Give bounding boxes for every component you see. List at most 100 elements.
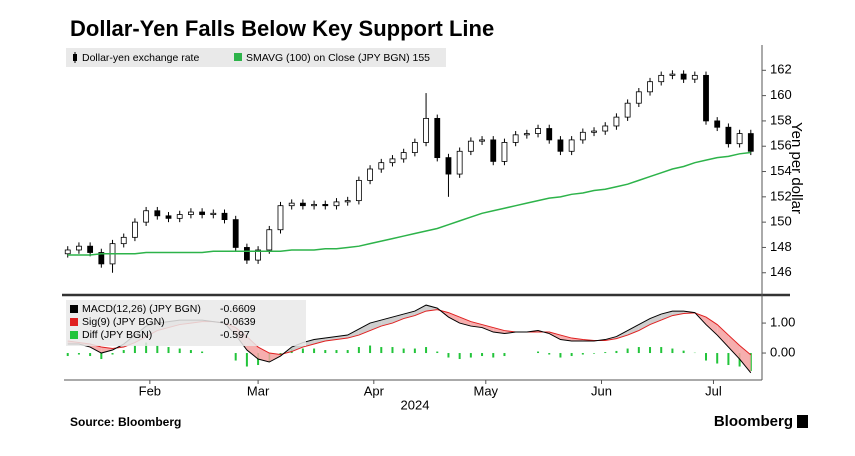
x-tick-label: Jun: [591, 383, 612, 398]
diff-bar: [705, 353, 708, 361]
candle-body: [635, 91, 642, 104]
macd-fill: [717, 324, 729, 348]
candle-body: [591, 130, 597, 133]
candle-body: [434, 117, 441, 159]
diff-bar: [245, 353, 248, 367]
y-tick-label: 150: [770, 214, 792, 229]
legend-value: -0.597: [220, 329, 250, 341]
candle-body: [132, 221, 138, 238]
legend-candle-icon: [73, 54, 77, 61]
diff-bar: [189, 350, 192, 354]
candle-body: [266, 229, 273, 251]
candle-body: [568, 139, 575, 152]
candle-body: [613, 116, 620, 127]
candle-body: [143, 210, 150, 223]
y-tick-label: 146: [770, 264, 792, 279]
legend-value: -0.0639: [220, 316, 256, 328]
diff-bar: [492, 353, 495, 358]
diff-bar: [649, 347, 652, 354]
diff-bar: [335, 350, 338, 354]
candle-body: [669, 73, 676, 76]
candle-body: [658, 74, 665, 83]
diff-bar: [279, 353, 282, 355]
candle-body: [232, 219, 239, 248]
diff-bar: [425, 347, 428, 354]
diff-bar: [604, 352, 607, 354]
candle-body: [624, 102, 631, 118]
candle-body: [322, 204, 329, 207]
legend-entry: Diff (JPY BGN): [82, 329, 152, 341]
macd-fill: [414, 305, 427, 316]
diff-bar: [201, 351, 204, 354]
candle-body: [467, 140, 474, 152]
diff-bar: [133, 345, 136, 354]
candle-body: [501, 142, 508, 162]
diff-bar: [324, 350, 327, 354]
legend-swatch: [70, 331, 78, 339]
candle-body: [378, 162, 385, 170]
candle-body: [288, 202, 295, 207]
y-tick-label: 160: [770, 87, 792, 102]
candle-body: [479, 139, 485, 142]
candle-body: [355, 179, 362, 202]
candle-body: [221, 212, 228, 221]
macd-fill: [448, 312, 460, 324]
x-tick-label: Feb: [139, 383, 161, 398]
diff-bar: [727, 353, 730, 366]
candle-body: [277, 205, 284, 231]
candle-body: [546, 128, 553, 141]
candle-body: [423, 117, 429, 143]
diff-bar: [637, 347, 640, 354]
y-tick-label: 0.00: [770, 344, 795, 359]
diff-bar: [156, 345, 159, 354]
candle-body: [154, 210, 161, 217]
candle-body: [736, 133, 743, 145]
legend-box: [66, 300, 306, 346]
macd-fill: [627, 324, 639, 336]
y-tick-label: 158: [770, 112, 792, 127]
source: Source: Bloomberg: [70, 415, 181, 429]
diff-bar: [77, 353, 80, 355]
y-tick-label: 162: [770, 62, 792, 77]
macd-fill: [258, 347, 270, 363]
candle-body: [199, 211, 206, 215]
legend-swatch: [234, 53, 242, 61]
candle-body: [725, 126, 732, 145]
x-axis-label: 2024: [401, 397, 430, 412]
diff-bar: [436, 351, 439, 354]
candle-body: [367, 168, 373, 181]
diff-bar: [111, 353, 114, 355]
candle-body: [647, 81, 653, 93]
diff-bar: [503, 353, 506, 357]
candle-body: [703, 74, 709, 122]
diff-bar: [234, 353, 237, 361]
candle-body: [445, 157, 452, 175]
candle-body: [400, 152, 407, 160]
candle-body: [120, 236, 127, 245]
candle-body: [344, 200, 351, 203]
diff-bar: [357, 347, 360, 354]
diff-bar: [716, 353, 719, 364]
macd-fill: [269, 353, 281, 363]
macd-fill: [638, 318, 651, 331]
brand-icon: [797, 415, 808, 428]
macd-fill: [739, 345, 751, 373]
x-tick-label: May: [474, 383, 499, 398]
diff-bar: [458, 353, 461, 360]
macd-fill: [650, 314, 662, 325]
diff-bar: [380, 347, 383, 354]
macd-fill: [672, 311, 684, 316]
candle-body: [176, 214, 183, 219]
candle-body: [523, 133, 530, 136]
y-tick-label: 148: [770, 239, 792, 254]
candle-body: [691, 74, 698, 80]
candle-body: [255, 249, 261, 261]
diff-bar: [537, 351, 540, 354]
diff-bar: [581, 353, 584, 355]
brand: Bloomberg: [714, 413, 793, 430]
candle-body: [243, 247, 250, 261]
diff-bar: [369, 345, 372, 354]
legend-entry: Sig(9) (JPY BGN): [82, 316, 165, 328]
diff-bar: [145, 342, 148, 354]
